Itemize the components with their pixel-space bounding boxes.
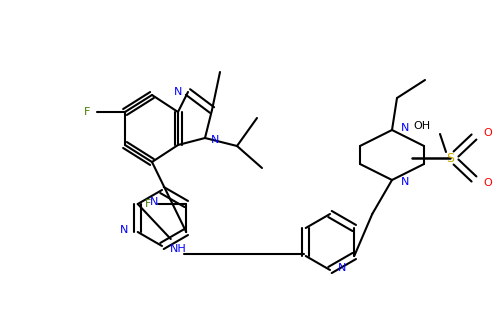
Text: N: N — [120, 225, 128, 235]
Text: N: N — [401, 123, 409, 133]
Text: N: N — [211, 135, 219, 145]
Text: O: O — [484, 178, 492, 188]
Text: S: S — [446, 152, 454, 165]
Text: O: O — [484, 128, 492, 138]
Text: N: N — [150, 197, 158, 207]
Text: F: F — [145, 199, 152, 209]
Text: N: N — [401, 177, 409, 187]
Text: N: N — [338, 263, 346, 273]
Text: N: N — [174, 87, 182, 97]
Text: F: F — [84, 107, 90, 117]
Text: OH: OH — [414, 121, 430, 131]
Text: NH: NH — [170, 244, 186, 254]
